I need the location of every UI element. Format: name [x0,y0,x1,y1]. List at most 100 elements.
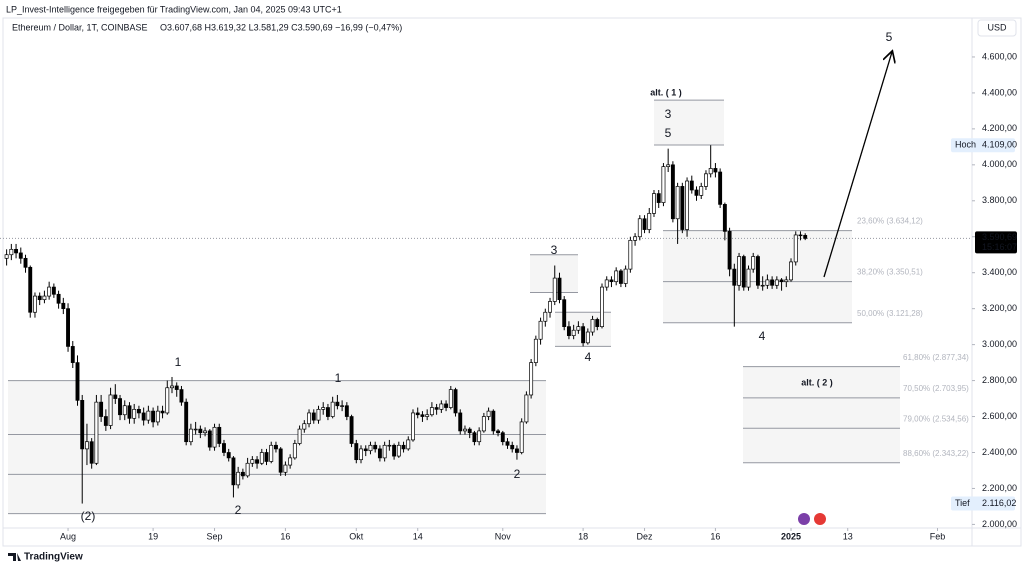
x-tick-label: Nov [495,531,512,541]
candle-body [633,236,638,241]
candle-body [297,428,302,444]
wave-label: 5 [886,30,893,44]
candle-body [751,256,756,270]
candle-body [160,410,165,414]
x-tick-label: 2025 [781,531,801,541]
candle-body [699,186,704,196]
candle-body [680,186,685,230]
x-tick-label: 16 [280,531,290,541]
wave-label: alt. ( 2 ) [801,377,833,387]
candle-body [732,268,737,286]
candle-body [552,277,557,302]
candle-body [103,416,108,426]
candle-body [188,428,193,443]
symbol-title: Ethereum / Dollar, 1T, COINBASE [12,22,148,32]
candle-body [789,261,793,281]
candle-body [670,164,675,220]
candle-body [349,416,354,444]
candle-body [14,248,19,254]
x-tick-label: 14 [413,531,423,541]
candle-body [727,231,732,270]
candle-body [548,301,552,313]
publisher-line: LP_Invest-Intelligence freigegeben für T… [6,4,342,14]
candle-body [387,444,392,447]
candle-body [174,385,179,390]
candle-body [694,189,699,196]
candle-body [165,387,170,414]
candle-body [122,405,127,416]
candle-body [779,279,784,283]
wave-label: 3 [665,107,672,121]
candle-body [373,444,378,450]
candle-body [259,452,264,464]
candle-body [491,410,496,432]
candle-body [420,414,425,417]
x-tick-label: Sep [207,531,223,541]
wave-label: 2 [514,467,521,481]
projection-arrow [823,52,892,278]
event-icon[interactable] [814,513,826,525]
wave-label: (2) [81,509,96,523]
candle-body [203,430,208,434]
candle-body [302,423,307,430]
candle-body [505,441,510,446]
candle-body [283,464,288,473]
candle-body [472,432,477,443]
candle-body [765,279,770,286]
badge-value: 4.109,00 [982,140,1017,150]
badge-value: 2.116,02 [982,498,1016,508]
candle-body [661,166,666,203]
candle-body [500,432,505,443]
x-tick-label: 13 [843,531,853,541]
candle-body [406,439,411,450]
candle-body [708,168,713,175]
candle-body [760,284,765,287]
candle-body [179,389,184,403]
candle-body [595,319,600,327]
candle-body [231,457,236,486]
event-icon[interactable] [798,513,810,525]
x-tick-label: Aug [60,531,76,541]
candle-body [288,457,293,466]
candle-body [737,256,741,286]
candle-body [222,443,226,453]
wave-label: 3 [551,243,558,257]
y-tick-label: 3.800,00 [982,195,1017,205]
candle-body [330,401,335,417]
last-price-badge [975,231,1017,254]
candle-body [136,408,141,414]
wave-label: 1 [175,355,182,369]
candle-body [9,248,14,256]
candle-body [359,448,363,461]
candle-body [770,279,775,286]
currency-button[interactable] [977,19,1017,37]
candle-body [793,234,798,263]
candle-body [61,302,66,310]
candle-body [798,234,803,237]
candle-body [23,257,28,268]
candle-body [278,448,283,473]
fib-label: 70,50% (2.703,95) [903,384,969,393]
x-tick-label: 18 [578,531,588,541]
price-badge [951,138,1015,153]
candle-body [37,295,42,301]
candle-body [392,444,397,457]
footer-brand: TradingView [24,552,83,563]
candle-body [453,389,458,414]
candle-body [132,408,137,419]
candle-body [198,428,203,434]
price-badge [951,496,1015,511]
y-tick-label: 3.400,00 [982,267,1017,277]
candle-body [377,448,382,459]
candle-body [245,462,250,477]
fib-label: 38,20% (3.350,51) [857,268,923,277]
badge-label: Tief [955,498,970,508]
candle-body [411,412,415,441]
candle-body [344,405,349,417]
candle-body [184,401,189,443]
fib-label: 50,00% (3.121,28) [857,309,923,318]
fib-label: 61,80% (2.877,34) [903,353,969,362]
candle-body [170,385,174,389]
candle-body [240,471,245,477]
candle-body [193,428,198,431]
